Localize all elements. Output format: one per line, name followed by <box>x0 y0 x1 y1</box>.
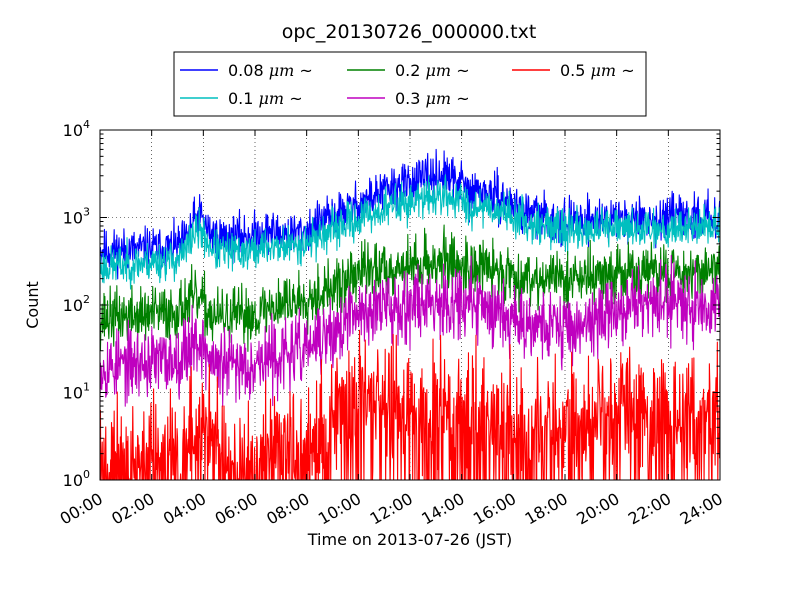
series-line <box>100 254 720 407</box>
series-line <box>100 329 720 480</box>
y-tick-label: 100 <box>63 468 90 490</box>
chart-title: opc_20130726_000000.txt <box>282 21 537 43</box>
legend-label: 0.08 μm ~ <box>228 61 313 80</box>
tick-layer <box>99 129 721 481</box>
legend-label: 0.3 μm ~ <box>395 89 470 108</box>
legend-label: 0.2 μm ~ <box>395 61 470 80</box>
series-line <box>100 174 720 290</box>
legend-label: 0.1 μm ~ <box>228 89 303 108</box>
y-tick-label: 101 <box>63 381 90 403</box>
legend-entries: 0.08 μm ~ 0.1 μm ~ 0.2 μm ~ 0.3 μm ~ 0.5 μm … <box>180 61 635 108</box>
y-axis-label: Count <box>23 281 42 329</box>
y-tick-label: 102 <box>63 293 90 315</box>
x-axis-label: Time on 2013-07-26 (JST) <box>307 530 512 549</box>
y-tick-labels: 100 101 102 103 104 <box>63 118 90 490</box>
legend-label: 0.5 μm ~ <box>560 61 635 80</box>
legend-frame <box>173 51 647 117</box>
legend: 0.08 μm ~ 0.1 μm ~ 0.2 μm ~ 0.3 μm ~ 0.5 μm … <box>173 51 647 117</box>
series-layer <box>100 148 720 480</box>
y-tick-label: 103 <box>63 206 90 228</box>
y-tick-label: 104 <box>63 118 90 140</box>
series-line <box>100 224 720 352</box>
